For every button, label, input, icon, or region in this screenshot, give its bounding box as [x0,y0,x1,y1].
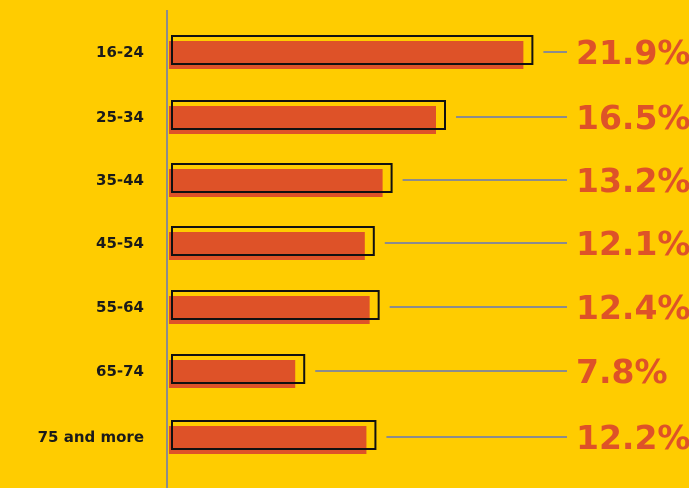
category-label: 25-34 [96,108,144,126]
bar-rows: 16-24 21.9% 25-34 16.5% 35-44 13.2% 45-54 12.1%… [38,33,689,457]
bar-outline [171,100,446,130]
bar-outline [171,163,393,193]
bar-outline [171,420,377,450]
value-label: 21.9% [576,33,689,72]
bar-outline [171,35,534,65]
category-label: 45-54 [96,234,144,252]
value-label: 16.5% [576,98,689,137]
category-label: 75 and more [38,428,144,446]
category-label: 55-64 [96,298,144,316]
bar-outline [171,226,375,256]
value-label: 12.1% [576,224,689,263]
value-label: 7.8% [576,352,668,391]
bar-outline [171,290,380,320]
bar-outline [171,354,306,384]
value-label: 12.2% [576,418,689,457]
category-label: 16-24 [96,43,144,61]
category-label: 65-74 [96,362,144,380]
value-label: 13.2% [576,161,689,200]
value-label: 12.4% [576,288,689,327]
category-label: 35-44 [96,171,144,189]
